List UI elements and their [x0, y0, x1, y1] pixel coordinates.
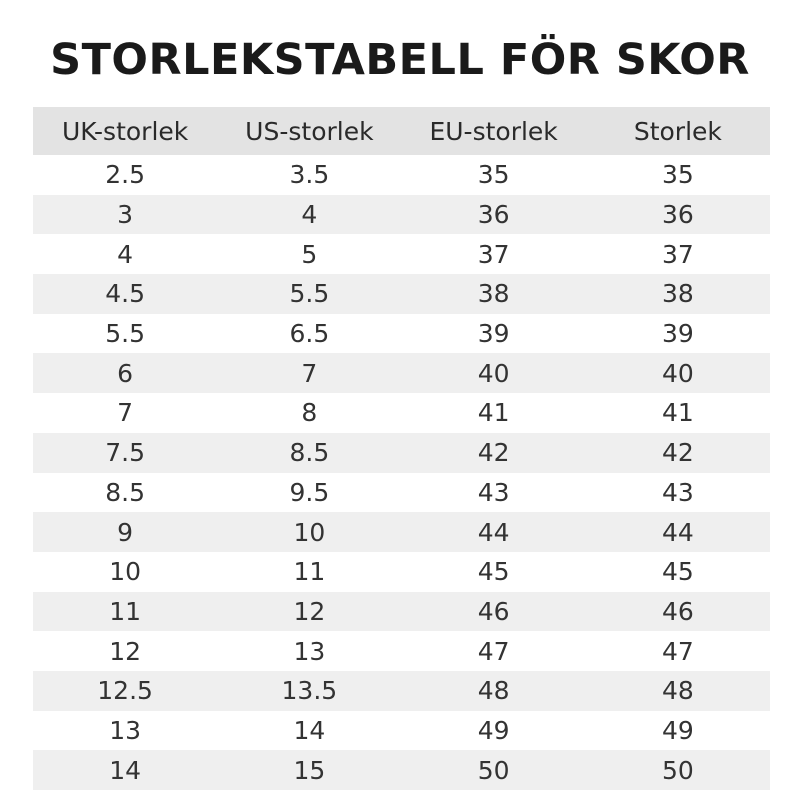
table-cell: 9.5 — [289, 477, 330, 507]
table-row: 3 4 36 36 — [33, 194, 770, 235]
table-cell: 44 — [401, 512, 586, 552]
table-cell: 6.5 — [289, 319, 330, 349]
table-cell: 5.5 — [105, 319, 145, 349]
table-header: UK-storlek US-storlek EU-storlek Storlek — [33, 107, 770, 155]
table-cell: 43 — [661, 477, 694, 507]
table-cell: 45 — [661, 557, 694, 587]
table-cell: 12.5 — [33, 670, 218, 711]
table-cell: 4 — [217, 194, 402, 235]
table-cell: 47 — [477, 636, 510, 666]
column-header: Storlek — [585, 107, 770, 155]
table-cell: 38 — [401, 274, 586, 314]
table-row: 5.5 6.5 39 39 — [33, 314, 770, 354]
table-cell: 49 — [477, 715, 510, 745]
table-cell: 7 — [217, 353, 402, 394]
table-row: 9 10 44 44 — [33, 512, 770, 552]
table-cell: 38 — [585, 274, 770, 314]
table-cell: 41 — [661, 398, 694, 428]
table-cell: 7 — [117, 398, 134, 428]
table-cell: 6 — [33, 353, 218, 394]
table-cell: 9 — [33, 512, 218, 552]
table-cell: 40 — [585, 353, 770, 394]
table-row: 11 12 46 46 — [33, 591, 770, 632]
table-cell: 48 — [585, 670, 770, 711]
table-cell: 50 — [585, 750, 770, 790]
table-cell: 39 — [661, 319, 694, 349]
table-cell: 3 — [33, 194, 218, 235]
table-row: 4.5 5.5 38 38 — [33, 274, 770, 314]
table-cell: 41 — [477, 398, 510, 428]
table-cell: 49 — [661, 715, 694, 745]
table-body: 2.5 3.5 35 35 3 4 36 36 4 5 37 37 4.5 5.5 38 38 5.5 6.5 39… — [33, 155, 770, 790]
table-cell: 35 — [661, 160, 694, 190]
table-cell: 37 — [661, 239, 694, 269]
table-row: 7 8 41 41 — [33, 393, 770, 433]
table-row: 12.5 13.5 48 48 — [33, 670, 770, 711]
table-cell: 8.5 — [217, 432, 402, 473]
table-cell: 3.5 — [289, 160, 330, 190]
table-cell: 10 — [217, 512, 402, 552]
table-cell: 42 — [585, 432, 770, 473]
table-cell: 39 — [477, 319, 510, 349]
table-row: 6 7 40 40 — [33, 353, 770, 394]
table-row: 7.5 8.5 42 42 — [33, 432, 770, 473]
table-cell: 37 — [477, 239, 510, 269]
table-cell: 5.5 — [217, 274, 402, 314]
title: STORLEKSTABELL FÖR SKOR — [50, 35, 750, 85]
table-cell: 50 — [401, 750, 586, 790]
table-row: 13 14 49 49 — [33, 711, 770, 751]
column-header: US-storlek — [217, 107, 402, 155]
header-row: UK-storlek US-storlek EU-storlek Storlek — [33, 107, 770, 155]
table-cell: 7.5 — [33, 432, 218, 473]
table-row: 10 11 45 45 — [33, 552, 770, 592]
table-cell: 36 — [585, 194, 770, 235]
table-cell: 46 — [585, 591, 770, 632]
table-cell: 2.5 — [105, 160, 145, 190]
table-cell: 12 — [217, 591, 402, 632]
table-cell: 10 — [109, 557, 142, 587]
table-cell: 13 — [109, 715, 142, 745]
table-cell: 14 — [293, 715, 326, 745]
table-cell: 12 — [109, 636, 142, 666]
table-cell: 4.5 — [33, 274, 218, 314]
table-cell: 40 — [401, 353, 586, 394]
table-row: 12 13 47 47 — [33, 631, 770, 671]
table-cell: 5 — [301, 239, 318, 269]
table-cell: 11 — [293, 557, 326, 587]
table-cell: 11 — [33, 591, 218, 632]
size-table: UK-storlek US-storlek EU-storlek Storlek 2.… — [33, 107, 770, 790]
table-cell: 13 — [293, 636, 326, 666]
table-cell: 42 — [401, 432, 586, 473]
table-cell: 15 — [217, 750, 402, 790]
table-cell: 47 — [661, 636, 694, 666]
table-row: 2.5 3.5 35 35 — [33, 155, 770, 195]
column-header: EU-storlek — [401, 107, 586, 155]
table-cell: 8.5 — [105, 477, 145, 507]
table-cell: 36 — [401, 194, 586, 235]
table-cell: 14 — [33, 750, 218, 790]
table-cell: 46 — [401, 591, 586, 632]
column-header: UK-storlek — [33, 107, 218, 155]
table-cell: 13.5 — [217, 670, 402, 711]
table-cell: 44 — [585, 512, 770, 552]
table-row: 8.5 9.5 43 43 — [33, 473, 770, 513]
table-row: 14 15 50 50 — [33, 750, 770, 790]
table-cell: 4 — [117, 239, 134, 269]
table-cell: 35 — [477, 160, 510, 190]
table-row: 4 5 37 37 — [33, 234, 770, 274]
table-cell: 8 — [301, 398, 318, 428]
table-cell: 43 — [477, 477, 510, 507]
table-cell: 48 — [401, 670, 586, 711]
table-cell: 45 — [477, 557, 510, 587]
